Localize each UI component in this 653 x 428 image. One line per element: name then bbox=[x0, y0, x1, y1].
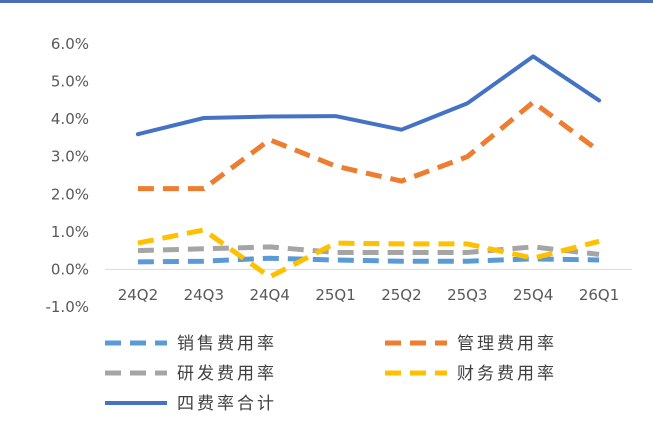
legend-label: 财务费用率 bbox=[457, 364, 557, 384]
x-tick-label: 25Q4 bbox=[513, 286, 553, 304]
x-tick-label: 25Q2 bbox=[381, 286, 421, 304]
series-line-5 bbox=[135, 54, 602, 137]
x-tick-label: 25Q1 bbox=[315, 286, 355, 304]
series-lines bbox=[135, 54, 602, 280]
series-line-4 bbox=[137, 227, 600, 280]
y-tick-label: 1.0% bbox=[51, 223, 89, 241]
y-tick-label: 2.0% bbox=[51, 185, 89, 203]
y-tick-label: 5.0% bbox=[51, 73, 89, 91]
top-border-line bbox=[0, 0, 653, 3]
series-line-1 bbox=[137, 255, 600, 265]
x-tick-label: 24Q2 bbox=[118, 286, 158, 304]
y-tick-label: -1.0% bbox=[45, 298, 89, 316]
x-tick-label: 24Q3 bbox=[184, 286, 224, 304]
y-tick-label: 3.0% bbox=[51, 148, 89, 166]
x-axis-ticks: 24Q2 24Q3 24Q4 25Q1 25Q2 25Q3 25Q4 26Q1 bbox=[118, 286, 620, 304]
x-tick-label: 25Q3 bbox=[447, 286, 487, 304]
series-line-2 bbox=[137, 99, 601, 192]
y-tick-label: 6.0% bbox=[51, 35, 89, 53]
series-line-3 bbox=[137, 244, 600, 257]
x-tick-label: 26Q1 bbox=[579, 286, 619, 304]
legend-label: 研发费用率 bbox=[177, 364, 277, 384]
legend-label: 四费率合计 bbox=[177, 394, 277, 414]
x-tick-label: 24Q4 bbox=[249, 286, 289, 304]
legend-label: 销售费用率 bbox=[177, 334, 277, 354]
y-tick-label: 0.0% bbox=[51, 260, 89, 278]
legend-label: 管理费用率 bbox=[457, 334, 557, 354]
y-axis-ticks: -1.0% 0.0% 1.0% 2.0% 3.0% 4.0% 5.0% 6.0% bbox=[45, 35, 89, 316]
y-tick-label: 4.0% bbox=[51, 110, 89, 128]
